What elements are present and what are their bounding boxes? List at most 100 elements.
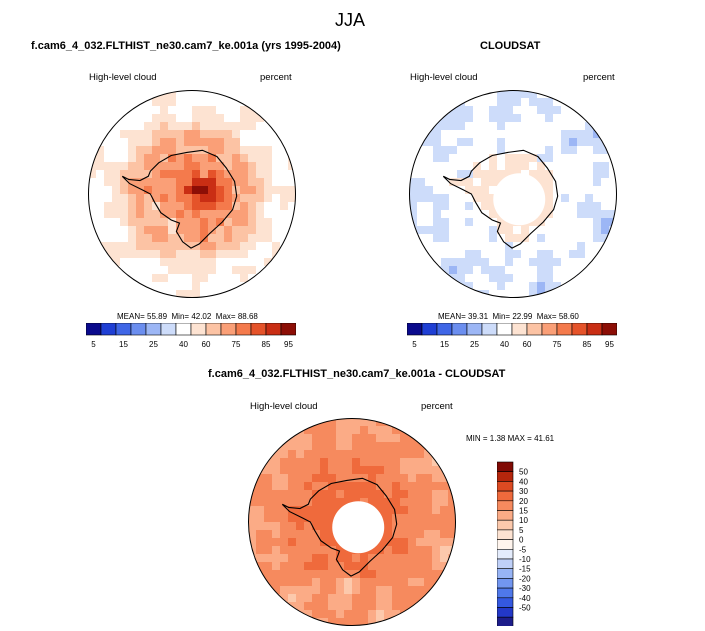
map-cell [368, 618, 377, 626]
map-cell [473, 202, 482, 211]
map-cell [264, 170, 273, 179]
map-cell [216, 242, 225, 251]
map-cell [577, 258, 586, 267]
map-cell [216, 202, 225, 211]
map-cell [232, 282, 241, 291]
map-cell [497, 130, 506, 139]
colorbar-tick-label: 25 [149, 340, 158, 349]
map-cell [433, 138, 442, 147]
map-cell [545, 258, 554, 267]
map-cell [529, 90, 538, 99]
map-cell [280, 594, 289, 603]
panel3-max-label: MAX = [507, 434, 532, 443]
map-cell [449, 170, 458, 179]
map-cell [416, 570, 425, 579]
map-cell [176, 210, 185, 219]
map-cell [473, 218, 482, 227]
map-cell [585, 226, 594, 235]
map-cell [144, 122, 153, 131]
map-cell [417, 210, 426, 219]
map-cell [312, 602, 321, 611]
map-cell [296, 570, 305, 579]
colorbar-tick-label: -30 [519, 584, 531, 593]
map-cell [128, 138, 137, 147]
map-cell [272, 562, 281, 571]
map-cell [344, 418, 353, 427]
map-cell [280, 194, 289, 203]
map-cell [433, 242, 442, 251]
map-cell [545, 186, 554, 195]
panel2-min-label: Min= [492, 312, 511, 321]
map-cell [320, 578, 329, 587]
map-cell [328, 514, 337, 523]
colorbar-swatch [497, 490, 514, 502]
panel1-right-label: percent [260, 72, 292, 83]
map-cell [368, 570, 377, 579]
panel1-max-label: Max= [215, 312, 236, 321]
map-cell [288, 210, 296, 219]
map-cell [376, 594, 385, 603]
map-cell [497, 154, 506, 163]
map-cell [529, 258, 538, 267]
map-cell [208, 274, 217, 283]
colorbar-tick-label: 15 [119, 340, 128, 349]
map-cell [216, 274, 225, 283]
map-cell [529, 98, 538, 107]
map-cell [473, 282, 482, 291]
map-cell [208, 170, 217, 179]
map-cell [360, 418, 369, 427]
map-cell [553, 234, 562, 243]
map-cell [104, 162, 113, 171]
map-cell [489, 290, 498, 298]
map-cell [521, 138, 530, 147]
map-cell [368, 498, 377, 507]
map-cell [392, 610, 401, 619]
map-cell [136, 106, 145, 115]
map-cell [416, 466, 425, 475]
colorbar-swatch [497, 558, 514, 569]
map-cell [152, 186, 161, 195]
map-cell [448, 498, 456, 507]
map-cell [473, 170, 482, 179]
map-cell [505, 170, 514, 179]
map-cell [168, 274, 177, 283]
map-cell [601, 154, 610, 163]
map-cell [232, 202, 241, 211]
map-cell [120, 186, 129, 195]
map-cell [553, 258, 562, 267]
map-cell [384, 522, 393, 531]
map-cell [192, 290, 201, 298]
map-cell [280, 130, 289, 139]
map-cell [457, 218, 466, 227]
panel1-min-value: 42.02 [191, 312, 212, 321]
map-cell [537, 274, 546, 283]
map-cell [529, 154, 538, 163]
map-cell [256, 154, 265, 163]
map-cell [593, 146, 602, 155]
panel1-polar-map [88, 90, 296, 298]
map-cell [368, 434, 377, 443]
map-cell [240, 194, 249, 203]
map-cell [264, 562, 273, 571]
map-cell [320, 538, 329, 547]
map-cell [336, 442, 345, 451]
map-cell [553, 162, 562, 171]
map-cell [481, 250, 490, 259]
map-cell [529, 114, 538, 123]
map-cell [432, 466, 441, 475]
map-cell [128, 170, 137, 179]
map-cell [577, 274, 586, 283]
map-cell [344, 466, 353, 475]
map-cell [112, 242, 121, 251]
map-cell [136, 218, 145, 227]
map-cell [264, 522, 273, 531]
map-cell [104, 130, 113, 139]
map-border [409, 90, 617, 298]
map-cell [176, 266, 185, 275]
map-cell [320, 490, 329, 499]
map-cell [400, 498, 409, 507]
map-cell [104, 146, 113, 155]
map-cell [585, 186, 594, 195]
map-cell [144, 146, 153, 155]
map-cell [457, 202, 466, 211]
